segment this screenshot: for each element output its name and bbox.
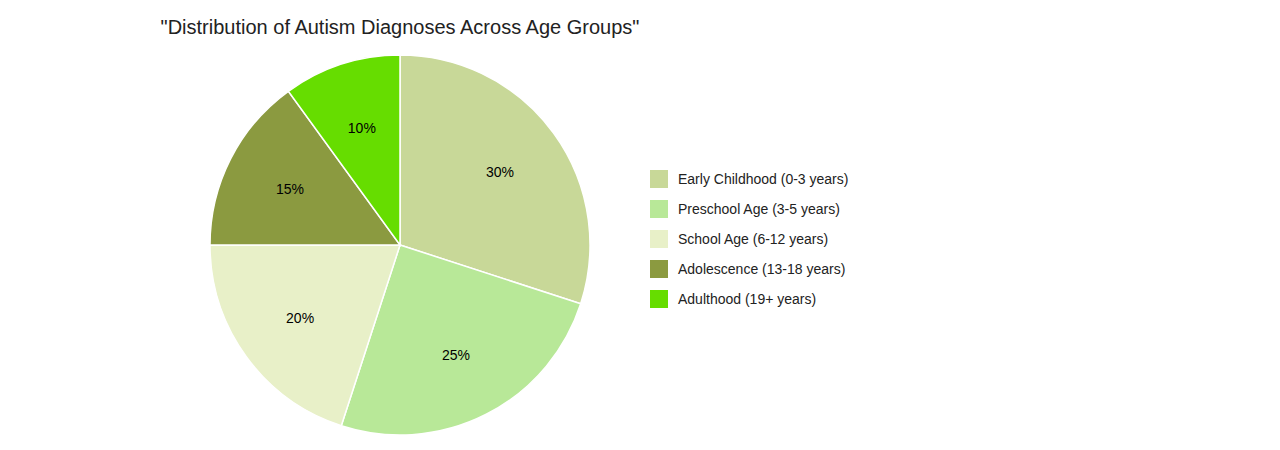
data-label: 25%	[442, 347, 470, 363]
pie-slice	[210, 245, 400, 426]
data-label: 20%	[286, 310, 314, 326]
pie-slice	[288, 55, 400, 245]
legend-label: Adolescence (13-18 years)	[678, 261, 845, 277]
legend-label: Adulthood (19+ years)	[678, 291, 816, 307]
data-label: 10%	[348, 120, 376, 136]
legend-label: Preschool Age (3-5 years)	[678, 201, 840, 217]
data-label: 15%	[276, 181, 304, 197]
chart-container: "Distribution of Autism Diagnoses Across…	[0, 0, 1280, 450]
legend: Early Childhood (0-3 years) Preschool Age…	[650, 170, 848, 308]
data-label: 30%	[486, 164, 514, 180]
chart-svg: "Distribution of Autism Diagnoses Across…	[0, 0, 1280, 450]
legend-label: School Age (6-12 years)	[678, 231, 828, 247]
chart-title: "Distribution of Autism Diagnoses Across…	[161, 16, 640, 38]
legend-label: Early Childhood (0-3 years)	[678, 171, 848, 187]
legend-swatch	[650, 200, 668, 218]
data-labels: 30% 25% 20% 15% 10%	[276, 120, 514, 363]
legend-swatch	[650, 230, 668, 248]
legend-item: Early Childhood (0-3 years)	[650, 170, 848, 188]
legend-swatch	[650, 260, 668, 278]
legend-item: Adulthood (19+ years)	[650, 290, 816, 308]
pie-group	[210, 55, 590, 435]
legend-item: Adolescence (13-18 years)	[650, 260, 845, 278]
legend-swatch	[650, 170, 668, 188]
legend-swatch	[650, 290, 668, 308]
legend-item: Preschool Age (3-5 years)	[650, 200, 840, 218]
legend-item: School Age (6-12 years)	[650, 230, 828, 248]
